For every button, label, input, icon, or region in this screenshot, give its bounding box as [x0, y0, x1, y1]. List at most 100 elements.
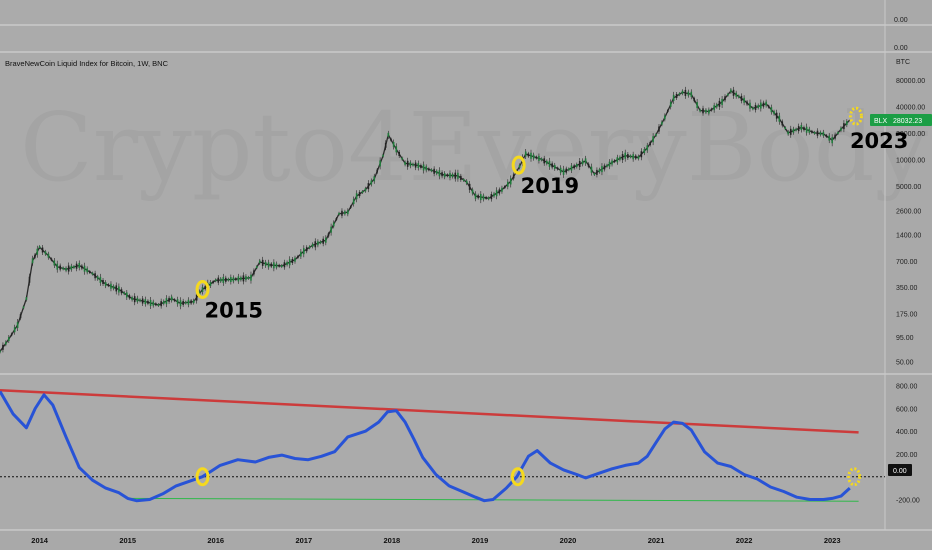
- candle-body: [819, 132, 822, 136]
- candle-body: [264, 261, 267, 266]
- candle-body: [652, 136, 654, 143]
- oscillator-line: [0, 390, 851, 503]
- time-tick-label: 2021: [648, 536, 665, 545]
- candle-body: [273, 262, 275, 269]
- candle-body: [73, 265, 75, 268]
- price-marker-circle: [195, 279, 210, 299]
- price-tick-label: 80000.00: [896, 78, 925, 85]
- candle-body: [611, 160, 613, 165]
- candle-body: [449, 172, 451, 178]
- candle-body: [834, 134, 836, 139]
- candle-body: [349, 205, 352, 208]
- candle-body: [387, 132, 390, 137]
- candle-body: [212, 281, 214, 284]
- candle-body: [705, 109, 707, 113]
- candle-body: [267, 262, 270, 268]
- candle-body: [34, 254, 36, 258]
- candle-body: [721, 98, 723, 105]
- price-tick-label: 50.00: [896, 359, 914, 366]
- candle-body: [548, 160, 551, 167]
- candle-body: [593, 173, 596, 176]
- top-axis-label-1: 0.00: [894, 17, 908, 24]
- candle-body: [603, 165, 606, 170]
- candle-body: [708, 109, 710, 114]
- candle-body: [718, 100, 721, 107]
- candle-body: [81, 265, 83, 269]
- candle-body: [382, 154, 384, 157]
- candle-body: [746, 101, 748, 105]
- chart-title: BraveNewCoin Liquid Index for Bitcoin, 1…: [5, 59, 169, 68]
- candle-body: [803, 127, 805, 131]
- candle-body: [53, 260, 56, 266]
- candle-body: [201, 286, 204, 292]
- candle-body: [596, 169, 598, 175]
- candle-body: [518, 164, 521, 168]
- candle-body: [616, 157, 619, 163]
- price-tick-label: 175.00: [896, 312, 918, 319]
- candle-body: [401, 157, 403, 160]
- candle-body: [538, 155, 540, 161]
- candle-body: [227, 278, 230, 281]
- candle-body: [392, 141, 395, 147]
- candle-body: [490, 194, 493, 200]
- candle-body: [36, 248, 39, 255]
- candle-body: [532, 154, 535, 159]
- candle-body: [655, 133, 657, 136]
- candle-body: [629, 155, 632, 158]
- candle-body: [417, 163, 420, 169]
- candle-body: [730, 89, 732, 93]
- candle-body: [457, 172, 459, 179]
- time-tick-label: 2023: [824, 536, 841, 545]
- candle-body: [25, 297, 28, 301]
- candle-body: [110, 283, 112, 289]
- candle-body: [83, 265, 86, 272]
- candle-body: [568, 168, 570, 171]
- candle-body: [120, 289, 123, 294]
- candle-body: [643, 149, 646, 154]
- candle-body: [570, 165, 573, 171]
- candle-body: [727, 93, 729, 96]
- candle-body: [96, 276, 99, 280]
- candle-body: [47, 253, 50, 258]
- candle-body: [162, 300, 165, 304]
- candle-body: [743, 97, 745, 103]
- candle-body: [28, 276, 31, 283]
- time-axis: 2014 2015 2016 2017 2018 2019 2020 2021 2022 2023: [31, 536, 840, 545]
- candle-body: [278, 264, 280, 267]
- candle-body: [843, 123, 845, 130]
- candle-body: [433, 168, 435, 174]
- candle-body: [22, 306, 25, 309]
- candle-body: [352, 199, 355, 205]
- candle-body: [338, 212, 340, 215]
- candle-body: [446, 174, 449, 177]
- candle-body: [512, 174, 515, 179]
- candle-body: [232, 277, 235, 282]
- candle-body: [627, 154, 629, 159]
- candle-body: [41, 247, 44, 253]
- candle-body: [414, 162, 417, 168]
- candle-body: [509, 178, 512, 185]
- candle-body: [187, 299, 190, 305]
- price-badge: BLX 28032.23: [870, 113, 932, 126]
- candle-body: [160, 301, 162, 307]
- candle-body: [687, 91, 690, 96]
- candle-body: [732, 89, 735, 96]
- candle-body: [390, 138, 392, 141]
- oscillator-badge: 0.00: [888, 464, 912, 476]
- candle-body: [59, 265, 61, 270]
- candle-body: [280, 265, 283, 268]
- candle-body: [367, 183, 370, 190]
- oscillator-badge-background: [888, 464, 912, 476]
- candle-body: [373, 176, 376, 182]
- candle-body: [16, 322, 19, 329]
- candle-body: [361, 190, 364, 193]
- price-tick-label: 40000.00: [896, 104, 925, 111]
- candle-body: [314, 241, 317, 248]
- candle-body: [831, 137, 833, 144]
- candle-body: [474, 193, 477, 199]
- watermark-text: Crypto4EveryBody: [20, 93, 929, 203]
- candle-body: [147, 300, 149, 304]
- candle-body: [131, 297, 133, 301]
- oscillator-marker-circle: [847, 467, 862, 487]
